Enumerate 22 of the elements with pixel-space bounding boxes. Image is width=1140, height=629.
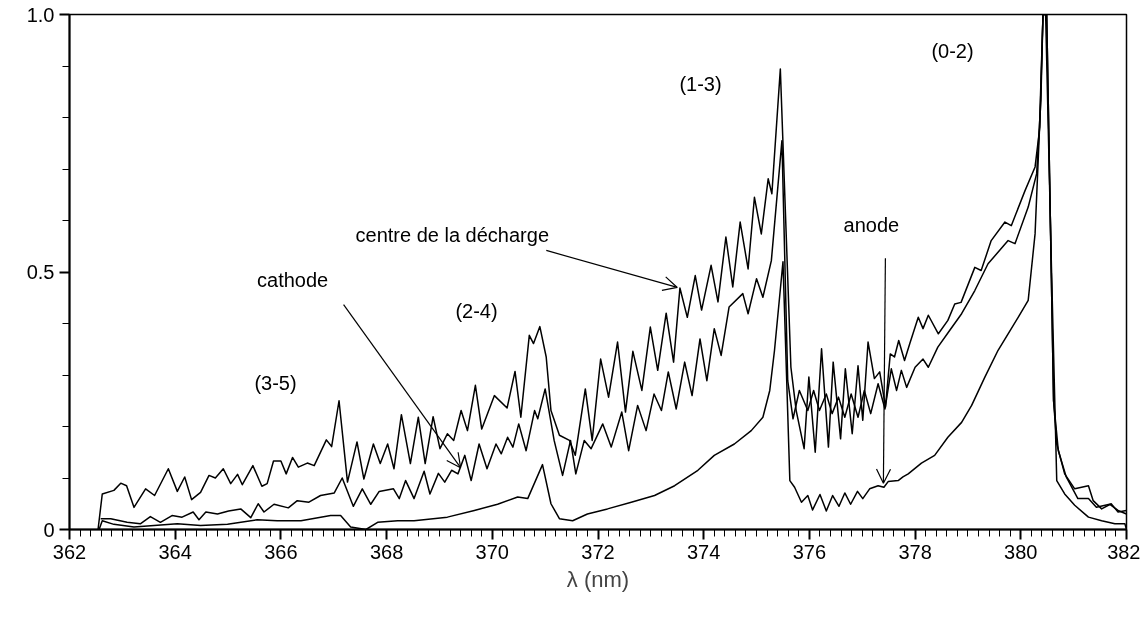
annotation: (0-2): [931, 39, 974, 62]
annotation: centre de la décharge: [355, 224, 550, 247]
x-tick-label: 366: [264, 540, 298, 563]
annotation: cathode: [257, 268, 329, 291]
x-tick-label: 378: [898, 540, 932, 563]
y-tick-label: 0.5: [26, 261, 55, 283]
annotation: (1-3): [679, 72, 722, 95]
x-axis-title: λ (nm): [566, 566, 630, 592]
x-tick-label: 370: [475, 540, 509, 563]
annotation: (3-5): [254, 371, 297, 394]
x-tick-label: 380: [1004, 540, 1038, 563]
x-tick-label: 362: [52, 540, 87, 563]
annotation: (2-4): [455, 299, 498, 322]
x-tick-label: 372: [581, 540, 615, 563]
x-tick-label: 382: [1107, 540, 1140, 563]
y-tick-label: 1.0: [26, 3, 55, 26]
y-tick-label: 0: [43, 518, 55, 541]
x-tick-label: 364: [158, 540, 192, 563]
x-tick-label: 374: [687, 540, 721, 563]
x-tick-label: 376: [792, 540, 827, 563]
annotation: anode: [843, 214, 900, 237]
x-tick-label: 368: [369, 540, 404, 563]
